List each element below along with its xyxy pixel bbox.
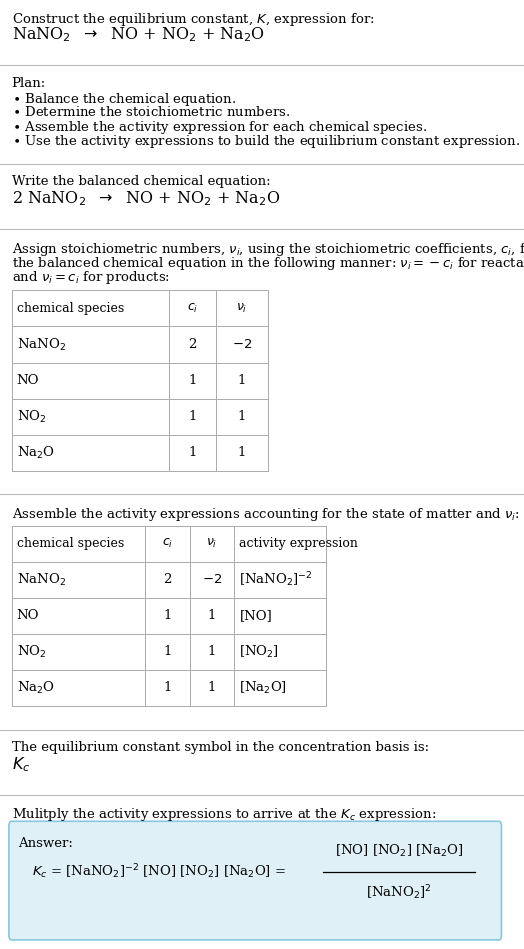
Text: Assemble the activity expressions accounting for the state of matter and $\nu_i$: Assemble the activity expressions accoun… xyxy=(12,506,519,523)
Text: $-2$: $-2$ xyxy=(232,338,252,351)
Text: chemical species: chemical species xyxy=(17,537,124,550)
Text: [NaNO$_2$]$^2$: [NaNO$_2$]$^2$ xyxy=(366,884,432,902)
FancyBboxPatch shape xyxy=(9,821,501,940)
Text: [NO] [NO$_2$] [Na$_2$O]: [NO] [NO$_2$] [Na$_2$O] xyxy=(335,843,463,859)
Text: 1: 1 xyxy=(238,410,246,423)
Text: 1: 1 xyxy=(163,645,171,659)
Text: Na$_2$O: Na$_2$O xyxy=(17,445,55,460)
Text: Na$_2$O: Na$_2$O xyxy=(17,679,55,696)
Text: and $\nu_i = c_i$ for products:: and $\nu_i = c_i$ for products: xyxy=(12,269,170,286)
Text: $\bullet$ Use the activity expressions to build the equilibrium constant express: $\bullet$ Use the activity expressions t… xyxy=(12,133,520,150)
Text: 2: 2 xyxy=(188,338,196,351)
Text: activity expression: activity expression xyxy=(239,537,358,550)
Text: $\nu_i$: $\nu_i$ xyxy=(206,537,217,550)
Text: 1: 1 xyxy=(238,374,246,387)
Text: $\bullet$ Determine the stoichiometric numbers.: $\bullet$ Determine the stoichiometric n… xyxy=(12,104,290,119)
Text: NO: NO xyxy=(17,374,39,387)
Text: 1: 1 xyxy=(208,681,216,695)
Text: [NaNO$_2$]$^{-2}$: [NaNO$_2$]$^{-2}$ xyxy=(239,570,313,589)
Text: [NO$_2$]: [NO$_2$] xyxy=(239,643,279,660)
Text: NaNO$_2$: NaNO$_2$ xyxy=(17,571,66,587)
Text: [Na$_2$O]: [Na$_2$O] xyxy=(239,679,287,696)
Text: Assign stoichiometric numbers, $\nu_i$, using the stoichiometric coefficients, $: Assign stoichiometric numbers, $\nu_i$, … xyxy=(12,241,524,258)
Text: $-2$: $-2$ xyxy=(202,573,222,586)
Text: 2 NaNO$_2$  $\rightarrow$  NO + NO$_2$ + Na$_2$O: 2 NaNO$_2$ $\rightarrow$ NO + NO$_2$ + N… xyxy=(12,190,280,208)
Text: Write the balanced chemical equation:: Write the balanced chemical equation: xyxy=(12,176,270,188)
Text: 1: 1 xyxy=(188,410,196,423)
Text: NO$_2$: NO$_2$ xyxy=(17,409,46,424)
Text: The equilibrium constant symbol in the concentration basis is:: The equilibrium constant symbol in the c… xyxy=(12,741,429,754)
Text: Answer:: Answer: xyxy=(18,837,73,850)
Text: [NO]: [NO] xyxy=(239,609,272,623)
Text: $\bullet$ Assemble the activity expression for each chemical species.: $\bullet$ Assemble the activity expressi… xyxy=(12,119,427,136)
Text: chemical species: chemical species xyxy=(17,302,124,315)
Text: 1: 1 xyxy=(163,609,171,623)
Text: Mulitply the activity expressions to arrive at the $K_c$ expression:: Mulitply the activity expressions to arr… xyxy=(12,807,436,824)
Text: $c_i$: $c_i$ xyxy=(162,537,173,550)
Text: $K_c$ = [NaNO$_2$]$^{-2}$ [NO] [NO$_2$] [Na$_2$O] =: $K_c$ = [NaNO$_2$]$^{-2}$ [NO] [NO$_2$] … xyxy=(32,863,287,881)
Text: NaNO$_2$: NaNO$_2$ xyxy=(17,337,66,352)
Text: NaNO$_2$  $\rightarrow$  NO + NO$_2$ + Na$_2$O: NaNO$_2$ $\rightarrow$ NO + NO$_2$ + Na$… xyxy=(12,26,265,45)
Text: the balanced chemical equation in the following manner: $\nu_i = -c_i$ for react: the balanced chemical equation in the fo… xyxy=(12,254,524,271)
Text: 1: 1 xyxy=(238,446,246,459)
Text: 1: 1 xyxy=(208,645,216,659)
Text: $\nu_i$: $\nu_i$ xyxy=(236,302,248,315)
Text: 1: 1 xyxy=(208,609,216,623)
Text: 1: 1 xyxy=(163,681,171,695)
Text: 1: 1 xyxy=(188,374,196,387)
Text: Construct the equilibrium constant, $K$, expression for:: Construct the equilibrium constant, $K$,… xyxy=(12,11,374,28)
Text: 2: 2 xyxy=(163,573,171,586)
Text: NO$_2$: NO$_2$ xyxy=(17,643,46,660)
Text: $c_i$: $c_i$ xyxy=(187,302,198,315)
Text: NO: NO xyxy=(17,609,39,623)
Text: Plan:: Plan: xyxy=(12,77,46,89)
Text: 1: 1 xyxy=(188,446,196,459)
Text: $\bullet$ Balance the chemical equation.: $\bullet$ Balance the chemical equation. xyxy=(12,91,236,108)
Text: $K_c$: $K_c$ xyxy=(12,755,30,773)
